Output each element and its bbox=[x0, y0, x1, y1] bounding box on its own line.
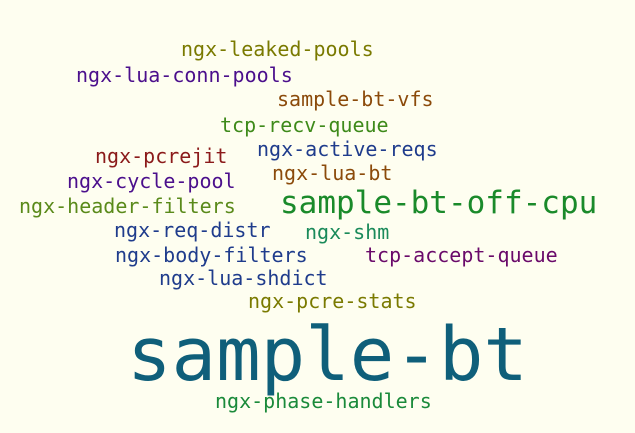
word-ngx-phase-handlers[interactable]: ngx-phase-handlers bbox=[215, 389, 432, 413]
word-ngx-leaked-pools[interactable]: ngx-leaked-pools bbox=[181, 37, 374, 61]
word-ngx-pcre-stats[interactable]: ngx-pcre-stats bbox=[248, 289, 417, 313]
word-tcp-recv-queue[interactable]: tcp-recv-queue bbox=[220, 113, 389, 137]
word-ngx-pcrejit[interactable]: ngx-pcrejit bbox=[95, 144, 228, 168]
word-sample-bt-off-cpu[interactable]: sample-bt-off-cpu bbox=[280, 185, 598, 221]
word-sample-bt[interactable]: sample-bt bbox=[127, 312, 528, 398]
word-ngx-req-distr[interactable]: ngx-req-distr bbox=[114, 218, 271, 242]
word-ngx-lua-shdict[interactable]: ngx-lua-shdict bbox=[159, 266, 328, 290]
word-ngx-shm[interactable]: ngx-shm bbox=[305, 220, 390, 244]
word-tcp-accept-queue[interactable]: tcp-accept-queue bbox=[365, 243, 558, 267]
word-ngx-body-filters[interactable]: ngx-body-filters bbox=[115, 243, 308, 267]
word-sample-bt-vfs[interactable]: sample-bt-vfs bbox=[277, 87, 434, 111]
word-ngx-lua-conn-pools[interactable]: ngx-lua-conn-pools bbox=[76, 63, 293, 87]
word-ngx-lua-bt[interactable]: ngx-lua-bt bbox=[272, 161, 393, 185]
word-ngx-active-reqs[interactable]: ngx-active-reqs bbox=[257, 137, 438, 161]
word-ngx-cycle-pool[interactable]: ngx-cycle-pool bbox=[67, 169, 236, 193]
word-ngx-header-filters[interactable]: ngx-header-filters bbox=[19, 194, 236, 218]
